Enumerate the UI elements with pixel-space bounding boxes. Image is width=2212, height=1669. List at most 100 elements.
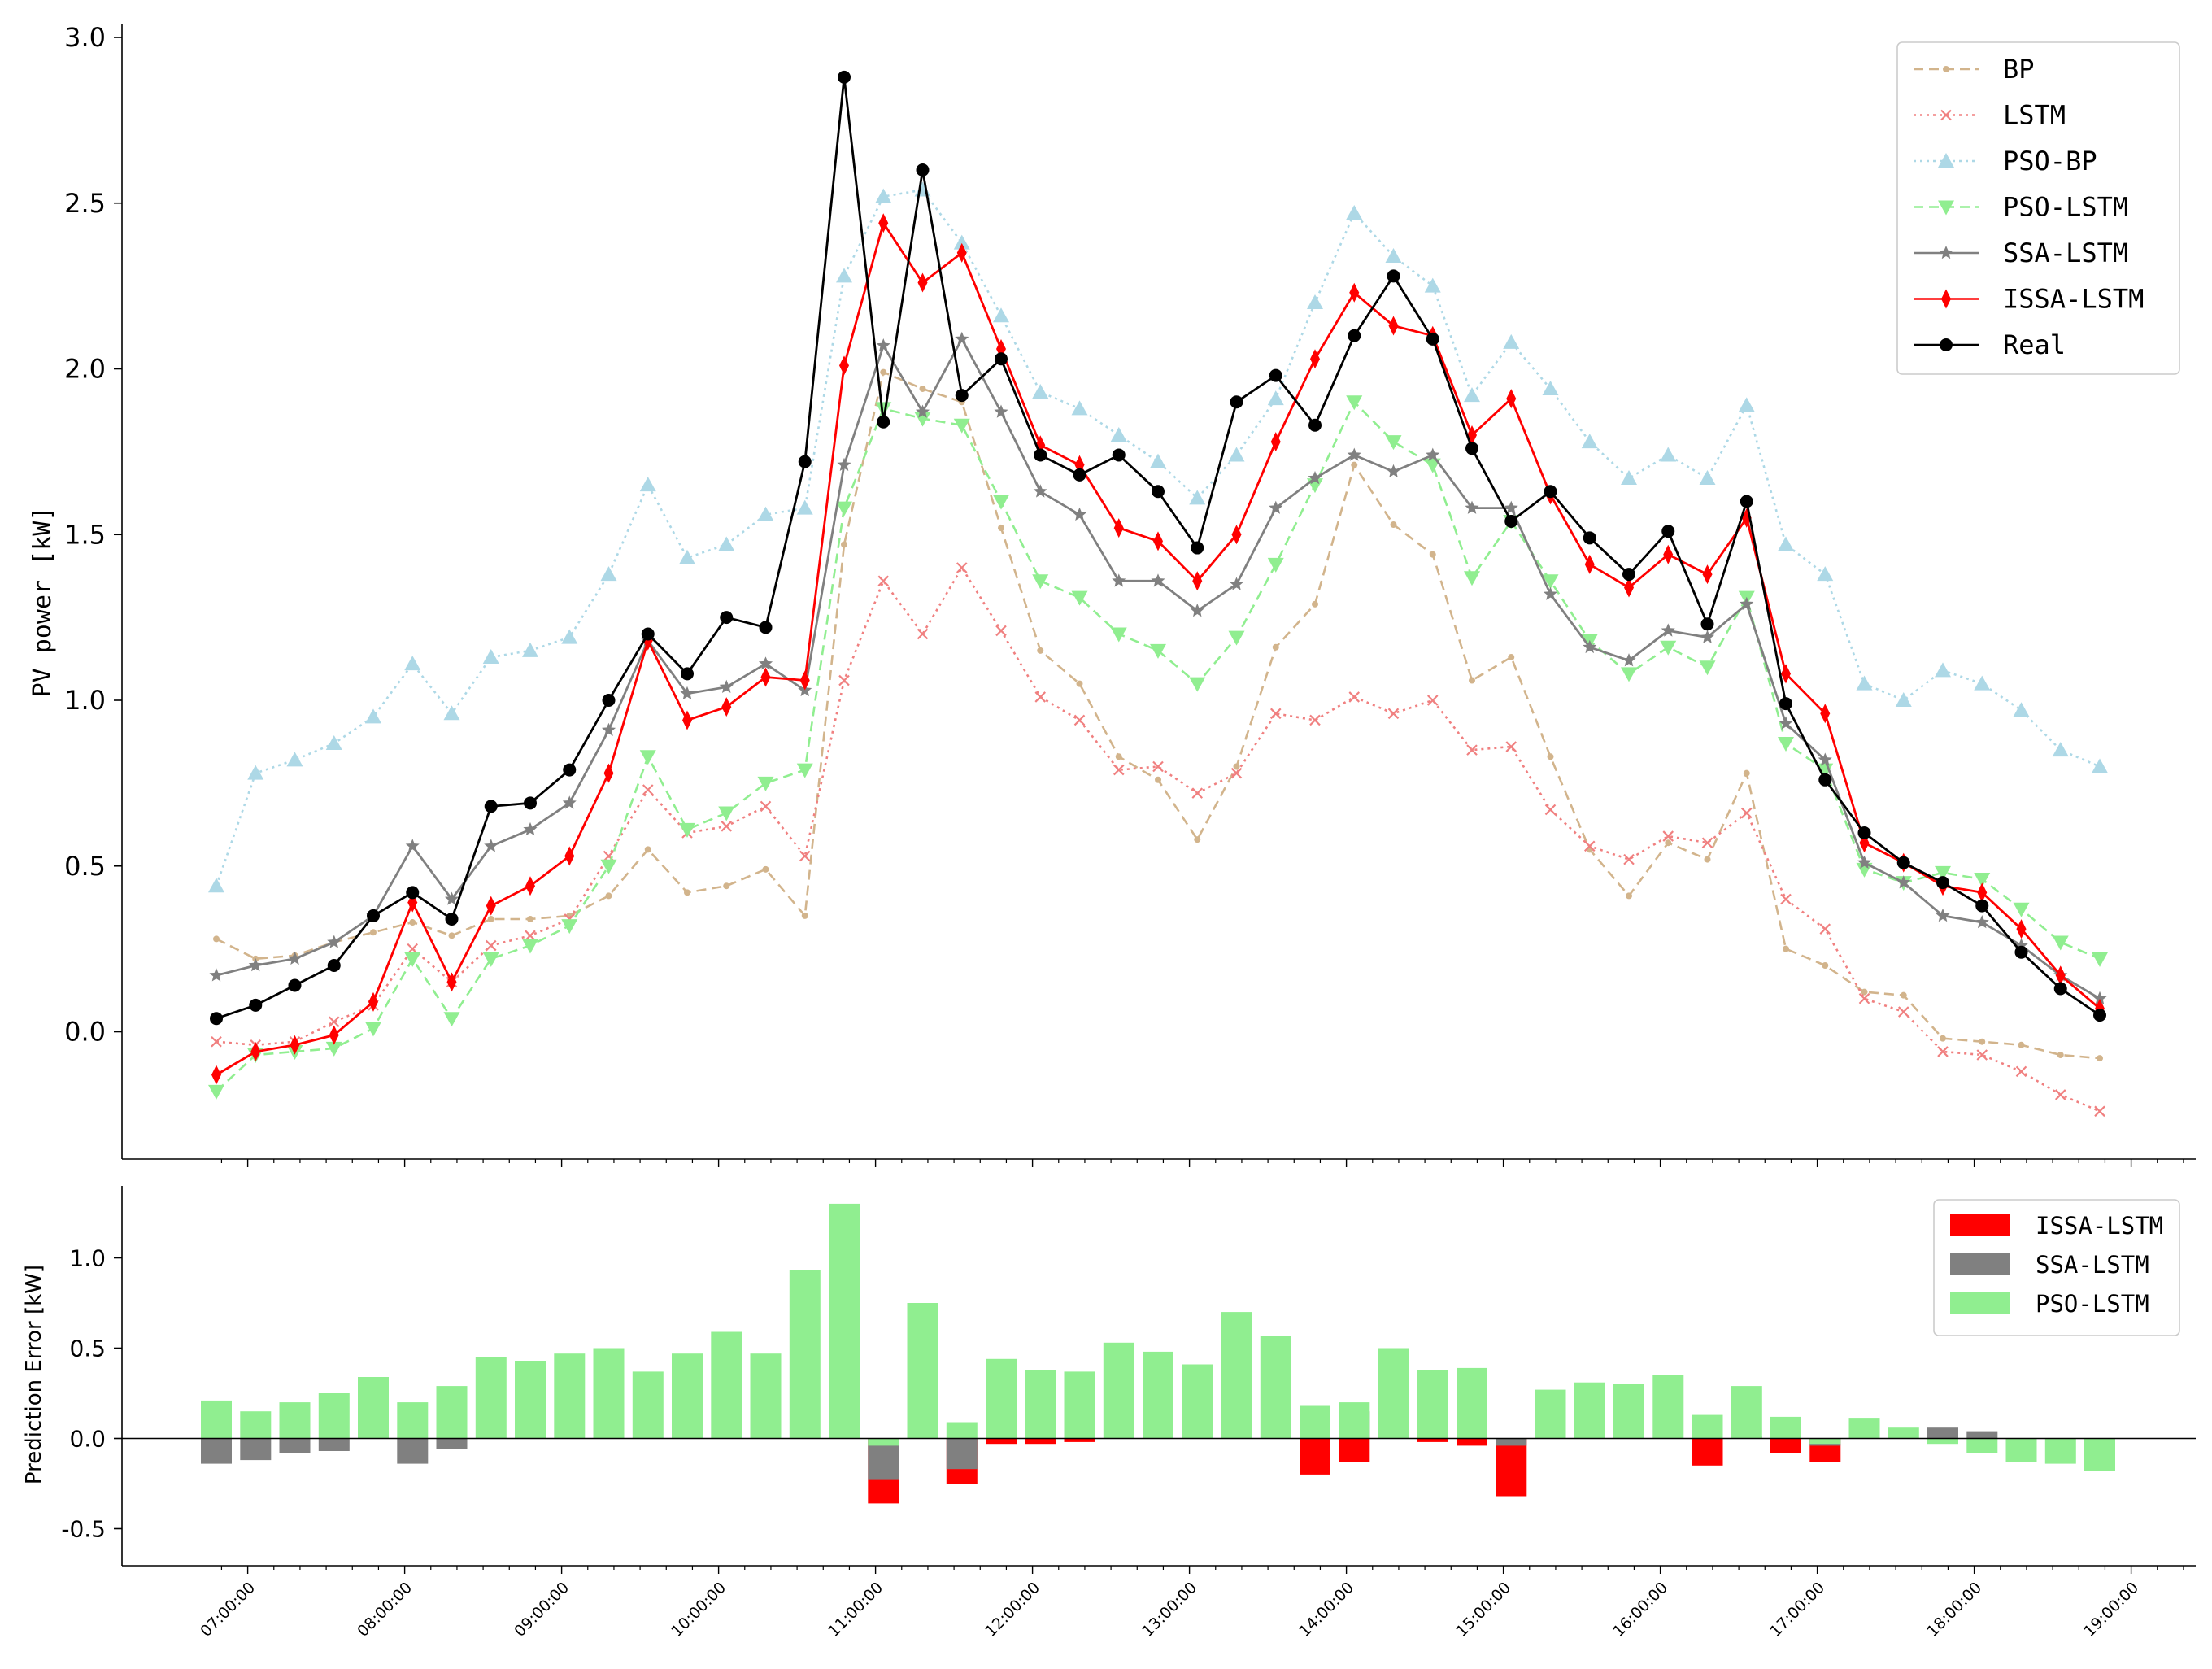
data-point: [1699, 660, 1716, 676]
data-point: [1153, 531, 1163, 551]
error-bar-pso-lstm: [1613, 1384, 1644, 1439]
top-y-tick-label: 1.5: [64, 519, 106, 550]
data-point: [1033, 484, 1047, 498]
legend-swatch-marker: [1938, 200, 1954, 216]
error-bar-pso-lstm: [593, 1348, 625, 1439]
data-point: [1503, 333, 1520, 349]
series-line: [216, 338, 2101, 1000]
data-point: [1150, 643, 1166, 659]
data-point: [1977, 882, 1988, 903]
data-point: [2057, 1052, 2064, 1059]
top-y-tick-label: 3.0: [64, 22, 106, 53]
data-point: [1110, 427, 1127, 442]
data-point: [325, 1041, 342, 1057]
data-point: [445, 912, 459, 926]
data-point: [644, 846, 651, 853]
data-point: [718, 536, 735, 551]
data-point: [602, 694, 616, 707]
error-bar-pso-lstm: [1966, 1438, 1998, 1453]
data-point: [836, 268, 852, 283]
data-point: [484, 839, 499, 852]
error-bar-pso-lstm: [554, 1353, 586, 1439]
data-point: [1073, 468, 1086, 482]
data-point: [1624, 577, 1634, 598]
data-point: [286, 752, 303, 767]
data-point: [680, 686, 695, 700]
data-point: [370, 929, 377, 936]
data-point: [1778, 736, 1794, 752]
data-point: [998, 525, 1004, 532]
legend-label: SSA-LSTM: [2003, 237, 2128, 268]
data-point: [720, 611, 734, 625]
error-bar-pso-lstm: [2084, 1438, 2115, 1471]
data-point: [955, 331, 969, 346]
legend-marker: [1943, 66, 1949, 72]
data-point: [1228, 630, 1245, 646]
data-point: [1071, 590, 1088, 606]
data-point: [1194, 836, 1201, 843]
data-point: [1191, 787, 1204, 799]
data-point: [2013, 702, 2030, 717]
data-point: [1267, 390, 1284, 406]
error-bar-pso-lstm: [1143, 1351, 1173, 1439]
error-bar-issa-lstm: [1064, 1438, 1095, 1442]
data-point: [757, 506, 774, 521]
data-point: [796, 499, 813, 515]
top-y-tick-label: 1.0: [64, 685, 106, 716]
data-point: [915, 404, 930, 418]
data-point: [1740, 596, 1754, 611]
data-point: [563, 763, 577, 777]
error-bar-ssa-lstm: [1496, 1438, 1527, 1446]
data-point: [641, 627, 655, 641]
legend-label: ISSA-LSTM: [2003, 284, 2144, 315]
data-point: [1385, 435, 1402, 451]
data-point: [1897, 1006, 1909, 1018]
data-point: [368, 991, 378, 1012]
data-point: [1975, 899, 1989, 913]
data-point: [841, 541, 847, 548]
data-point: [1856, 675, 1873, 691]
x-tick-label: 09:00:00: [511, 1579, 573, 1641]
error-bar-pso-lstm: [1339, 1402, 1370, 1439]
error-bar-pso-lstm: [1574, 1382, 1605, 1439]
data-point: [877, 575, 890, 587]
data-point: [406, 886, 420, 900]
data-point: [482, 649, 499, 665]
data-point: [1935, 662, 1951, 678]
data-point: [1464, 571, 1480, 586]
data-point: [561, 919, 578, 935]
data-point: [250, 1041, 261, 1061]
error-bar-ssa-lstm: [1966, 1431, 1998, 1439]
data-point: [603, 763, 614, 783]
top-y-tick-label: 0.5: [64, 851, 106, 882]
data-point: [839, 355, 849, 376]
data-point: [955, 389, 969, 403]
data-point: [1308, 418, 1322, 432]
legend-swatch-marker: [1940, 109, 1952, 121]
data-point: [1037, 647, 1044, 654]
error-bar-pso-lstm: [279, 1402, 311, 1439]
error-bar-pso-lstm: [946, 1422, 978, 1439]
data-point: [2055, 965, 2066, 986]
data-point: [1270, 432, 1281, 452]
error-bar-pso-lstm: [1221, 1312, 1252, 1439]
data-point: [1976, 1049, 1988, 1061]
data-point: [365, 1022, 381, 1037]
data-point: [525, 930, 536, 942]
series-issa-lstm: [211, 213, 2105, 1085]
data-point: [1819, 923, 1831, 935]
data-point: [404, 952, 421, 967]
data-point: [1310, 349, 1320, 369]
data-point: [248, 958, 263, 972]
data-point: [1390, 521, 1397, 529]
error-bar-ssa-lstm: [279, 1438, 311, 1453]
data-point: [799, 670, 810, 691]
data-point: [290, 1035, 300, 1055]
data-point: [605, 892, 612, 900]
data-point: [1469, 677, 1475, 684]
x-tick-label: 18:00:00: [1923, 1579, 1985, 1641]
data-point: [211, 1035, 222, 1048]
bottom-y-tick-label: 1.0: [69, 1245, 106, 1272]
data-point: [404, 656, 421, 671]
x-tick-label: 17:00:00: [1766, 1579, 1828, 1641]
